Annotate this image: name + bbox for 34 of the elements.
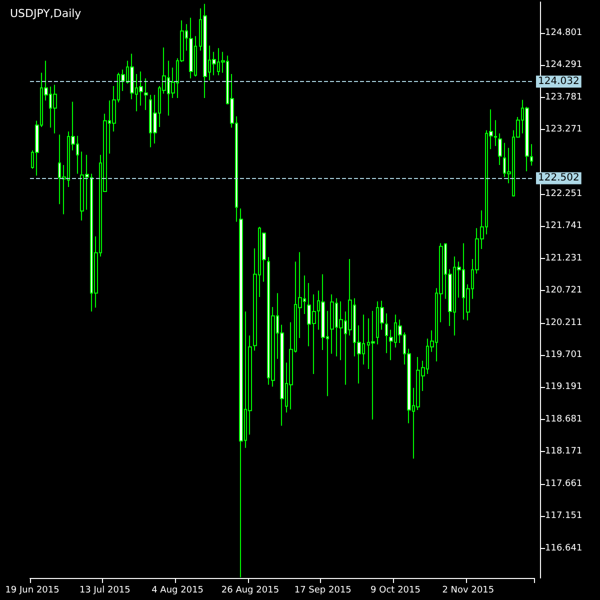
candlestick bbox=[330, 294, 334, 354]
x-tick-label: 26 Aug 2015 bbox=[221, 586, 280, 596]
candlestick bbox=[53, 84, 57, 134]
y-tick-label: 121.231 bbox=[545, 253, 582, 264]
y-tick-label: 116.641 bbox=[545, 543, 582, 554]
candlestick bbox=[189, 17, 193, 79]
candlestick bbox=[203, 3, 207, 98]
y-tick-label: 117.151 bbox=[545, 511, 582, 522]
y-tick-label: 123.781 bbox=[545, 92, 582, 102]
candlestick bbox=[144, 78, 148, 110]
y-tick-label: 123.271 bbox=[545, 124, 582, 135]
y-tick-label: 117.661 bbox=[545, 478, 582, 489]
y-tick-label: 122.251 bbox=[545, 188, 582, 199]
candlestick bbox=[385, 312, 388, 354]
x-tick-label: 4 Aug 2015 bbox=[152, 586, 204, 596]
text: USDJPY,Daily bbox=[10, 7, 82, 20]
candlestick bbox=[371, 310, 375, 420]
y-tick-label: 118.171 bbox=[545, 446, 582, 457]
x-tick-label: 2 Nov 2015 bbox=[442, 586, 494, 596]
y-tick-label: 121.741 bbox=[545, 221, 582, 232]
y-tick-label: 118.681 bbox=[545, 414, 582, 424]
y-tick-label: 124.291 bbox=[545, 60, 582, 70]
x-tick-label: 17 Sep 2015 bbox=[294, 586, 352, 596]
ref-line-label: 122.502 bbox=[538, 172, 580, 184]
candlestick bbox=[498, 132, 502, 166]
ref-line-label: 124.032 bbox=[538, 76, 580, 88]
y-tick-label: 119.191 bbox=[545, 382, 582, 392]
x-tick-label: 13 Jul 2015 bbox=[79, 586, 130, 596]
x-tick-label: 19 Jun 2015 bbox=[5, 586, 60, 596]
y-tick-label: 120.721 bbox=[545, 286, 582, 296]
y-tick-label: 124.801 bbox=[545, 28, 582, 38]
x-tick-label: 9 Oct 2015 bbox=[370, 586, 420, 596]
y-tick-label: 119.701 bbox=[545, 350, 582, 360]
y-tick-label: 120.211 bbox=[545, 318, 582, 328]
